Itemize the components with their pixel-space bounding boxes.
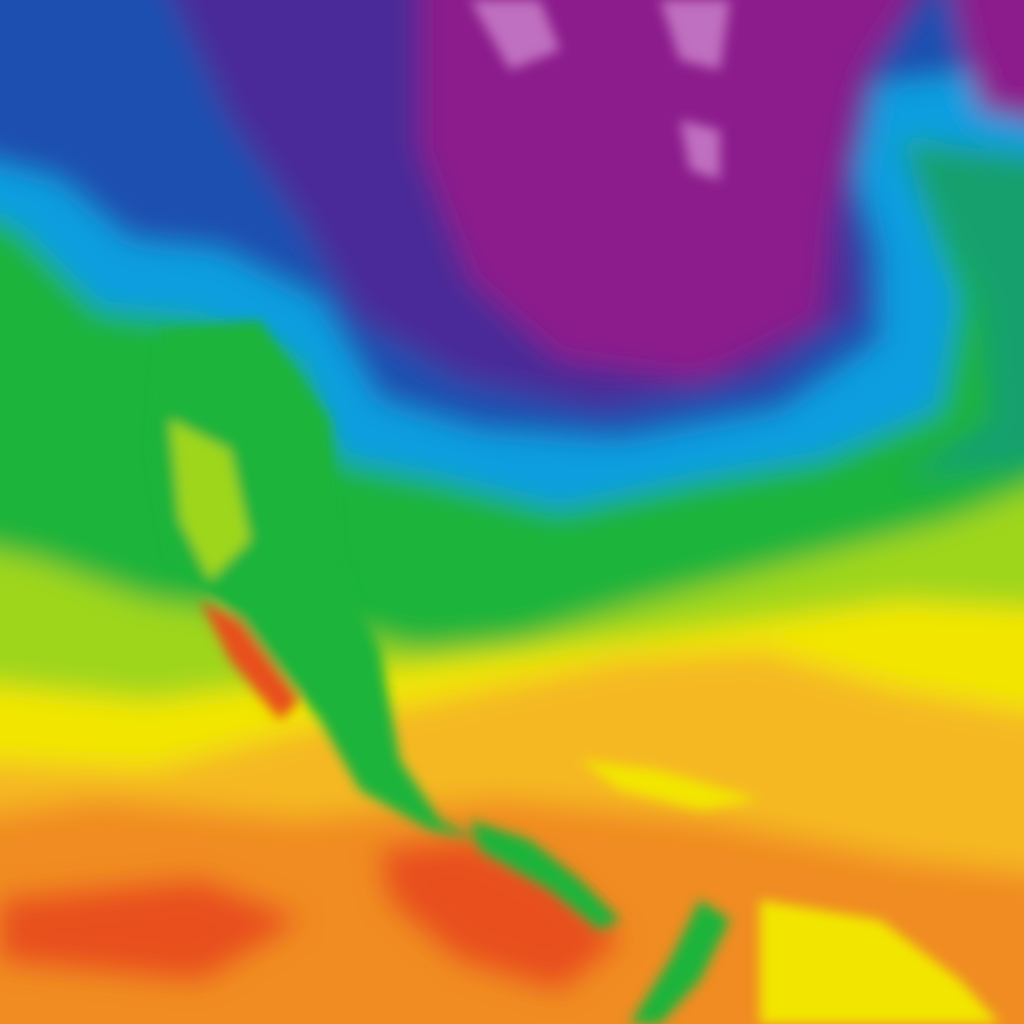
zone-teal [900,142,1024,480]
land-greenland-ice-2 [660,0,730,70]
land-central-america [470,820,620,930]
zone-hot-sw [0,880,300,980]
land-caribbean-islands [580,760,760,810]
zone-hot-south [380,840,620,990]
land-rockies [150,320,480,840]
zone-purple-ne [952,0,1024,120]
land-highlands [170,420,250,580]
land-greenland-ice [470,0,560,70]
land-arctic-ice [680,120,720,180]
land-south-america [760,900,1000,1024]
land-andes [630,900,730,1024]
zone-purple [420,0,910,380]
land-coast-hot [200,600,300,720]
